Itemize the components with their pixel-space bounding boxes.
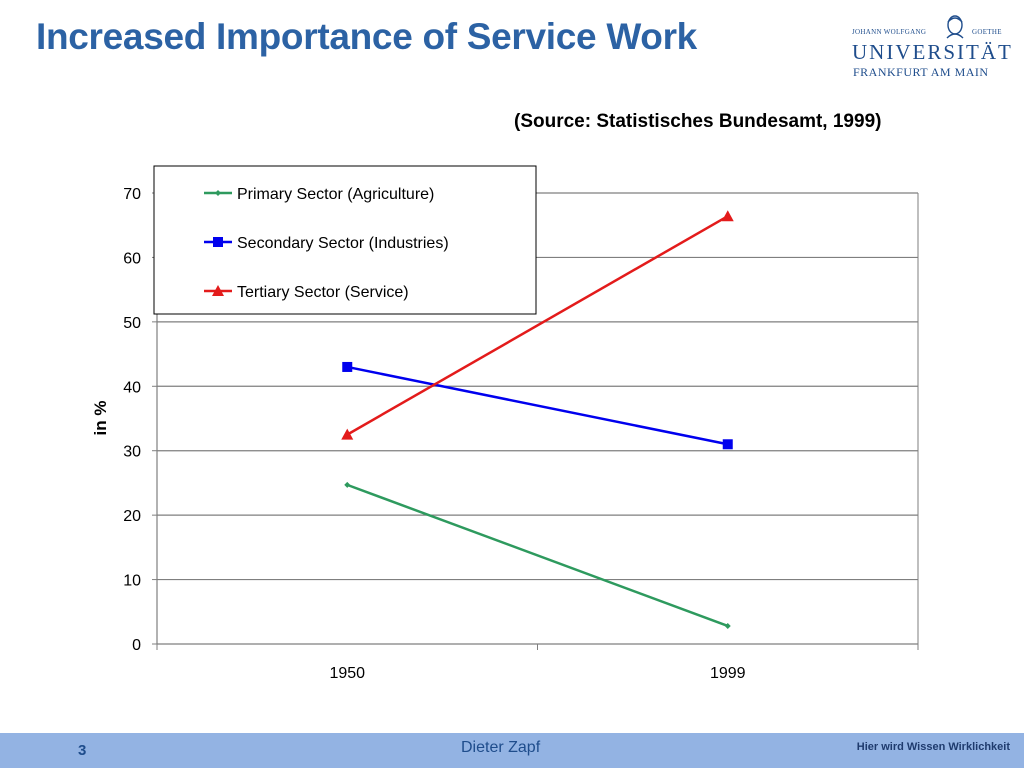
y-tick-label: 10	[123, 573, 141, 590]
y-axis-label: in %	[91, 401, 110, 436]
legend-item: Primary Sector (Agriculture)	[204, 186, 434, 203]
legend-item: Tertiary Sector (Service)	[204, 284, 409, 301]
data-point	[215, 190, 221, 196]
data-point	[724, 622, 731, 629]
series-triangle	[341, 210, 734, 440]
data-point	[721, 210, 734, 222]
y-tick-label: 50	[123, 315, 141, 332]
y-tick-label: 40	[123, 379, 141, 396]
footer-slogan: Hier wird Wissen Wirklichkeit	[856, 741, 1010, 753]
page-number: 3	[78, 742, 87, 759]
y-tick-label: 70	[123, 186, 141, 203]
data-point	[212, 285, 224, 296]
legend: Primary Sector (Agriculture) Secondary Se…	[153, 165, 537, 315]
data-point	[341, 428, 354, 440]
data-point	[213, 237, 223, 247]
data-point	[342, 361, 353, 372]
footer-bar: 3 Dieter Zapf Hier wird Wissen Wirklichk…	[0, 733, 1024, 768]
y-tick-label: 60	[123, 250, 141, 267]
x-tick-label: 1950	[329, 665, 365, 682]
y-tick-label: 30	[123, 444, 141, 461]
y-tick-label: 0	[132, 637, 141, 654]
y-tick-label: 20	[123, 508, 141, 525]
axes: 0 10 20 30 40 50 60 70 1950 1999	[123, 186, 919, 682]
logo-line-1-left: JOHANN WOLFGANG	[852, 28, 927, 36]
series-line	[346, 215, 729, 436]
logo-city: FRANKFURT AM MAIN	[853, 65, 989, 79]
logo-line-1-right: GOETHE	[972, 28, 1002, 36]
legend-item: Secondary Sector (Industries)	[204, 235, 449, 252]
legend-label: Tertiary Sector (Service)	[237, 284, 409, 301]
logo-university: UNIVERSITÄT	[852, 40, 1013, 64]
legend-label: Secondary Sector (Industries)	[237, 235, 449, 252]
data-point	[344, 481, 351, 488]
series-lines	[341, 210, 734, 629]
university-logo: JOHANN WOLFGANG GOETHE UNIVERSITÄT FRANK…	[850, 14, 1011, 79]
series-line	[347, 365, 728, 446]
series-diamond	[344, 481, 731, 629]
slide-title: Increased Importance of Service Work	[36, 16, 697, 57]
x-tick-label: 1999	[710, 665, 746, 682]
source-note: (Source: Statistisches Bundesamt, 1999)	[514, 111, 882, 132]
series-line	[346, 483, 729, 628]
legend-label: Primary Sector (Agriculture)	[237, 186, 434, 203]
goethe-portrait-icon	[946, 15, 964, 39]
series-square	[342, 361, 733, 450]
line-chart: 0 10 20 30 40 50 60 70 1950 1999 Primary Sector (…	[91, 165, 919, 682]
footer-author: Dieter Zapf	[461, 739, 541, 756]
data-point	[722, 439, 733, 450]
